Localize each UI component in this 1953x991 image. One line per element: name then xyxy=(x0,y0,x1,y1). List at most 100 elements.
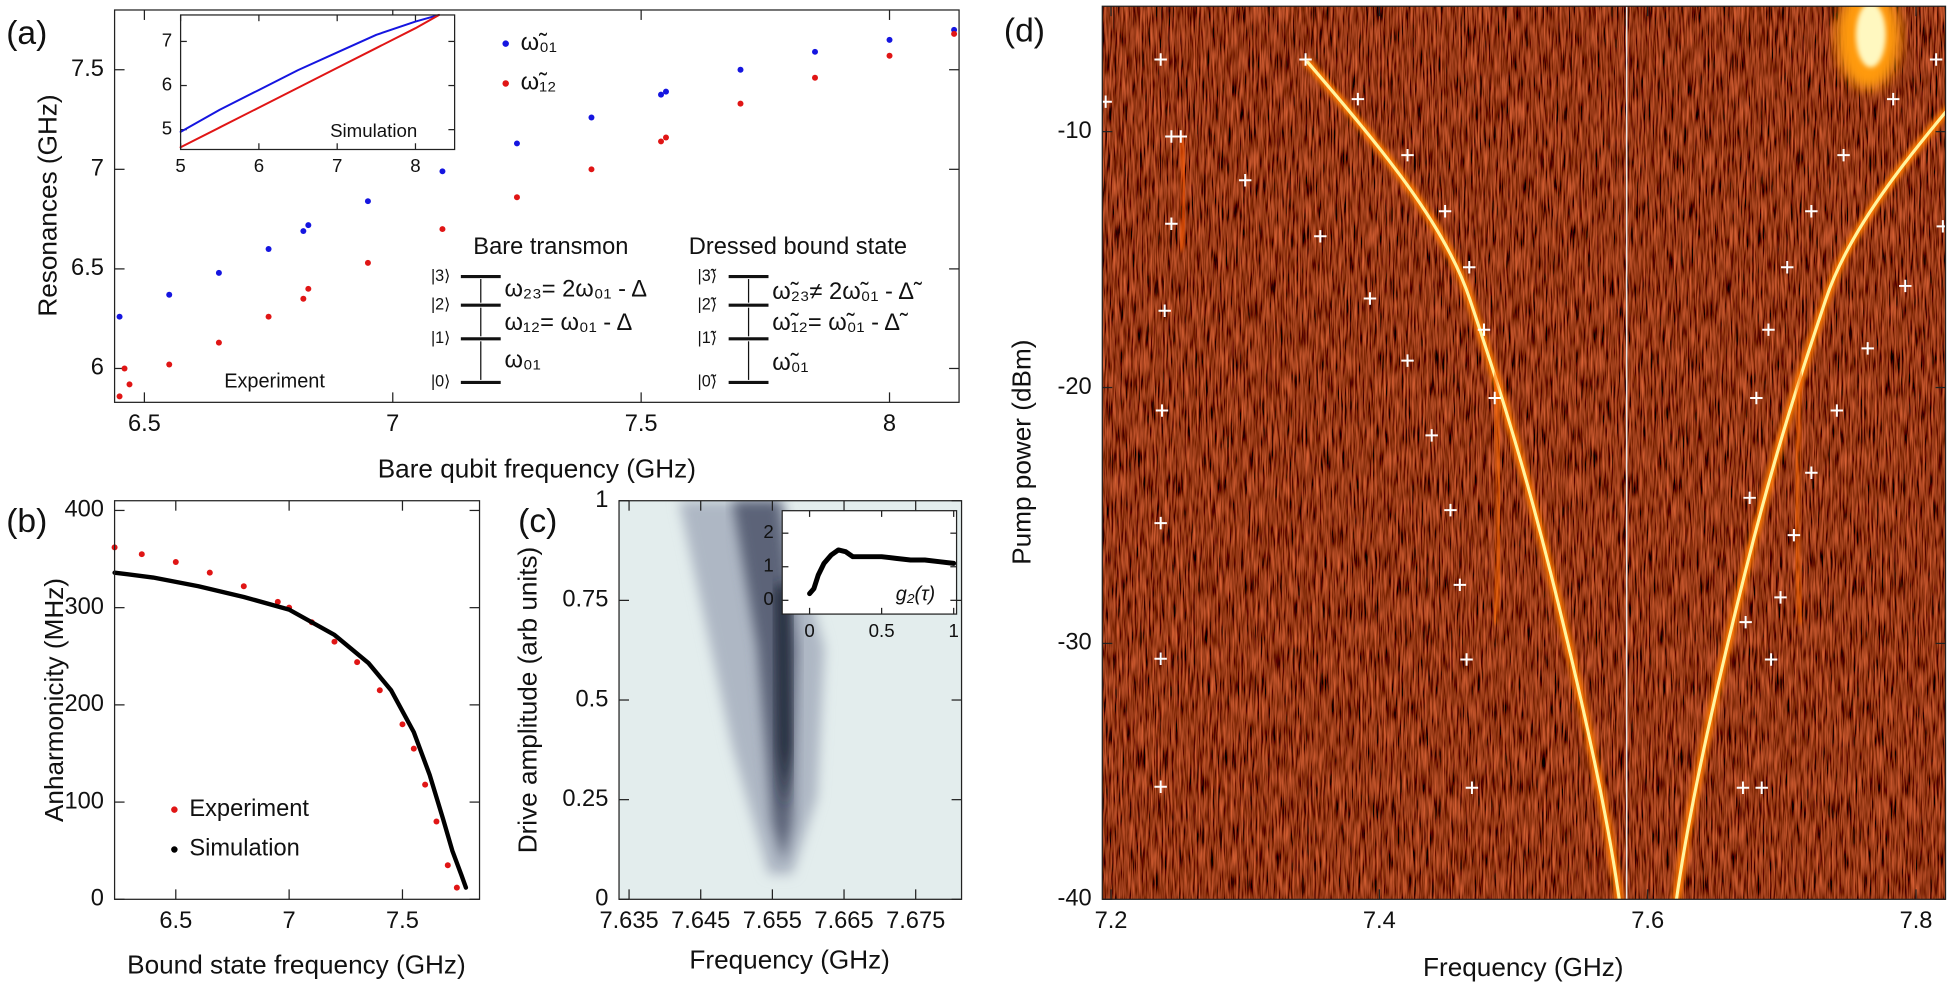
point xyxy=(453,884,460,891)
cross-marker xyxy=(1736,781,1750,794)
point xyxy=(376,687,383,694)
cross-marker xyxy=(1837,148,1850,162)
cross-marker xyxy=(1764,653,1778,666)
point xyxy=(354,659,361,666)
annotation: Bare transmon xyxy=(473,234,628,260)
x-tick-label: 6.5 xyxy=(128,411,161,437)
point xyxy=(737,100,744,107)
point xyxy=(439,226,446,233)
axes-frame xyxy=(1101,5,1947,900)
y-tick-label: 0 xyxy=(91,886,104,912)
y-axis-label: Drive amplitude (arb units) xyxy=(512,547,542,854)
series-line xyxy=(112,570,469,890)
heatmap-d xyxy=(1102,6,1946,900)
legend-marker xyxy=(502,40,509,47)
point xyxy=(215,269,222,276)
x-tick-label: 7.665 xyxy=(814,908,873,934)
annotation: |1̃⟩ xyxy=(698,329,718,347)
point xyxy=(274,598,281,605)
y-tick-label: -20 xyxy=(1057,374,1091,400)
legend-label: ω̃₀₁ xyxy=(521,30,557,56)
x-tick-label: 7.655 xyxy=(743,908,802,934)
cross-marker xyxy=(1363,292,1377,305)
x-tick-label: 7.4 xyxy=(1363,908,1396,934)
point xyxy=(364,259,371,266)
point xyxy=(215,339,222,346)
y-tick-label: 6.5 xyxy=(71,255,104,281)
annotation: ω₁₂= ω₀₁ - Δ xyxy=(504,310,632,336)
annotation: |3⟩ xyxy=(431,267,451,285)
cross-marker xyxy=(1314,230,1327,243)
x-axis-label: Bound state frequency (GHz) xyxy=(127,949,466,979)
x-tick-label: 7.2 xyxy=(1095,908,1128,934)
inset-background xyxy=(180,14,455,150)
y-tick-label: 0.25 xyxy=(562,786,608,812)
y-tick-label: 7 xyxy=(162,29,172,50)
legend-marker xyxy=(171,806,178,813)
legend-marker xyxy=(502,80,509,87)
axes-frame xyxy=(113,9,960,403)
cross-marker xyxy=(1154,53,1167,66)
x-axis-label: Frequency (GHz) xyxy=(1423,952,1623,982)
y-tick-label: -10 xyxy=(1057,118,1091,144)
x-tick-label: 1 xyxy=(948,620,958,641)
point xyxy=(206,569,213,576)
point xyxy=(422,781,429,788)
x-axis-label: Bare qubit frequency (GHz) xyxy=(378,454,696,484)
cross-marker xyxy=(1299,53,1312,66)
cross-marker xyxy=(1154,780,1167,793)
annotation: ω̃₁₂= ω̃₀₁ - Δ̃ xyxy=(772,310,909,336)
cross-marker xyxy=(1750,391,1763,405)
x-tick-label: 7.8 xyxy=(1900,908,1933,934)
y-tick-label: 6 xyxy=(91,355,104,381)
point xyxy=(658,138,665,145)
level-diagram xyxy=(460,274,769,384)
annotation: |3̃⟩ xyxy=(698,267,718,285)
y-tick-label: -40 xyxy=(1057,886,1091,912)
x-tick-label: 5 xyxy=(175,155,185,176)
cross-marker xyxy=(1805,204,1818,218)
panel-label: (c) xyxy=(518,503,557,540)
y-tick-label: -30 xyxy=(1057,630,1091,656)
x-tick-label: 7.675 xyxy=(886,908,945,934)
point xyxy=(399,721,406,728)
point xyxy=(444,862,451,869)
cross-marker xyxy=(1886,92,1900,106)
point xyxy=(737,66,744,73)
cross-marker xyxy=(1453,578,1467,592)
point xyxy=(886,52,893,59)
y-tick-label: 5 xyxy=(162,118,172,139)
y-tick-label: 0 xyxy=(595,886,608,912)
y-tick-label: 7.5 xyxy=(71,56,104,82)
legend-label: ω̃₁₂ xyxy=(521,70,557,96)
cross-marker xyxy=(1936,220,1950,233)
y-tick-label: 7 xyxy=(91,156,104,182)
cross-marker xyxy=(1743,491,1756,505)
x-tick-label: 6.5 xyxy=(159,908,192,934)
x-tick-label: 6 xyxy=(254,155,264,176)
point xyxy=(265,313,272,320)
cross-marker xyxy=(1805,466,1818,479)
x-tick-label: 0 xyxy=(804,620,814,641)
cross-marker xyxy=(1780,261,1794,274)
point xyxy=(588,114,595,121)
cross-marker xyxy=(1774,591,1787,604)
point xyxy=(116,393,123,400)
cross-marker xyxy=(1755,781,1768,794)
cross-marker xyxy=(1465,781,1479,794)
y-axis-label: Anharmonicity (MHz) xyxy=(39,578,69,822)
x-tick-label: 7.635 xyxy=(599,908,658,934)
axes-frame xyxy=(618,500,963,900)
point xyxy=(305,285,312,292)
annotation: |2̃⟩ xyxy=(698,295,718,313)
point xyxy=(410,745,417,752)
y-tick-label: 300 xyxy=(64,594,103,620)
cross-marker xyxy=(1830,404,1844,417)
point xyxy=(126,381,133,388)
point xyxy=(513,194,520,201)
point xyxy=(662,88,669,95)
cross-marker xyxy=(1401,354,1414,367)
x-tick-label: 7.5 xyxy=(625,411,658,437)
cross-marker xyxy=(1787,528,1801,542)
